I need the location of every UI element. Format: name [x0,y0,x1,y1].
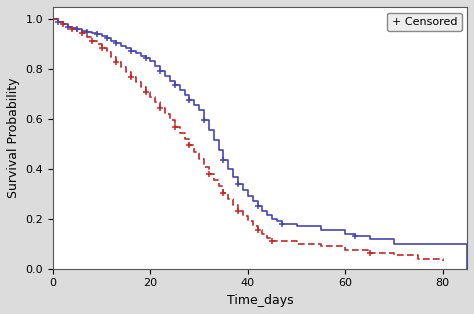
Legend: + Censored: + Censored [387,13,462,31]
Y-axis label: Survival Probability: Survival Probability [7,78,20,198]
X-axis label: Time_days: Time_days [227,294,293,307]
